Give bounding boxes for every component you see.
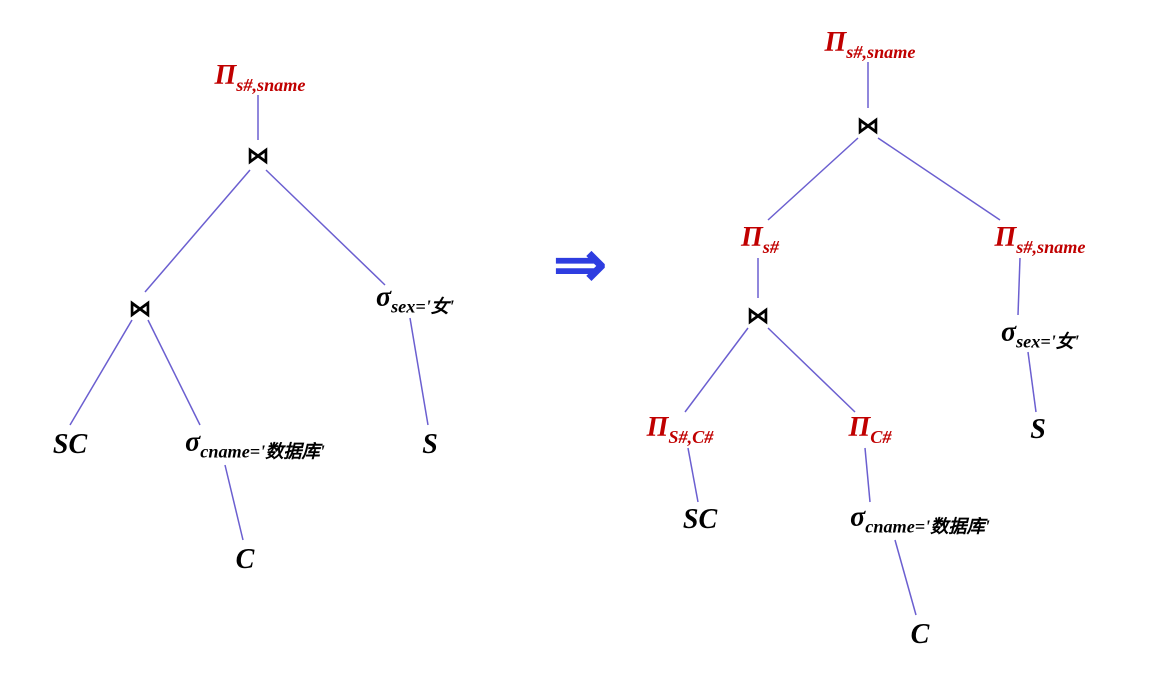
node-L_pi_top: Πs#,sname — [214, 60, 305, 96]
node-R_pi_sn: Πs#,sname — [994, 222, 1085, 258]
node-R_C: C — [911, 619, 930, 651]
node-R_pi_top: Πs#,sname — [824, 27, 915, 63]
node-R_pi_sc: ΠS#,C# — [647, 412, 714, 448]
node-L_sigma_sex: σsex='女' — [376, 282, 454, 319]
node-L_sigma_cn: σcname='数据库' — [185, 427, 325, 464]
node-L_S: S — [422, 429, 438, 461]
node-L_join1: ⋈ — [247, 139, 269, 171]
node-L_join2: ⋈ — [129, 292, 151, 324]
node-R_pi_c: ΠC# — [848, 412, 891, 448]
node-R_join2: ⋈ — [747, 299, 769, 331]
node-R_sigma_cn: σcname='数据库' — [850, 502, 990, 539]
transform-arrow: ⇒ — [553, 228, 607, 302]
node-R_SC: SC — [683, 504, 717, 536]
node-R_pi_s: Πs# — [741, 222, 779, 258]
node-R_sigma_sex: σsex='女' — [1001, 317, 1079, 354]
node-R_join1: ⋈ — [857, 109, 879, 141]
node-L_C: C — [236, 544, 255, 576]
edges-svg — [0, 0, 1168, 678]
node-L_SC: SC — [53, 429, 87, 461]
node-R_S: S — [1030, 414, 1046, 446]
